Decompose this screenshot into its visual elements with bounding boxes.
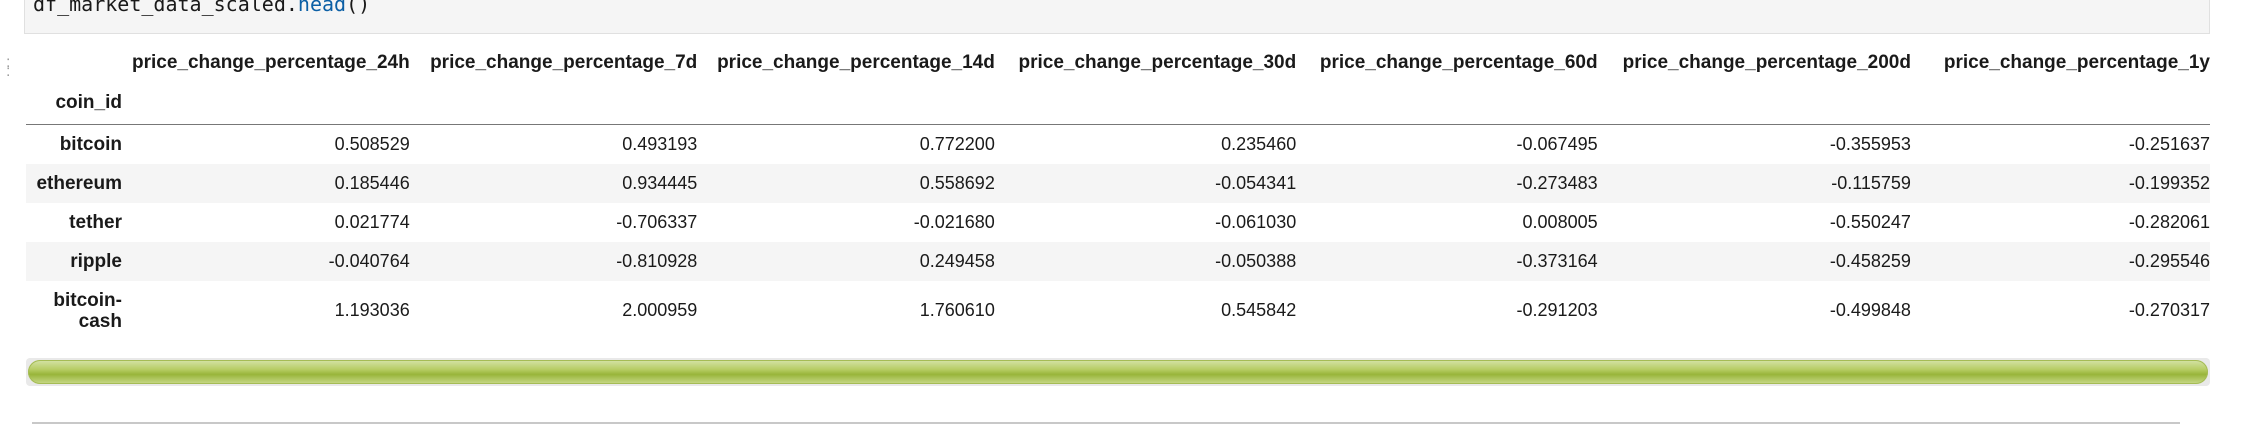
row-index: bitcoin [59, 133, 122, 155]
table-cell: -0.550247 [1829, 211, 1911, 232]
table-cell: -0.273483 [1516, 172, 1598, 193]
table-cell: -0.199352 [2128, 172, 2210, 193]
table-cell: -0.021680 [913, 211, 995, 232]
table-row: ethereum 0.185446 0.934445 0.558692 -0.05434… [26, 163, 2210, 203]
index-name: coin_id [55, 92, 122, 113]
column-header: price_change_percentage_14d [717, 52, 995, 73]
table-body: bitcoin 0.508529 0.493193 0.772200 0.235460 -… [26, 125, 2210, 341]
code-line: df_market_data_scaled.head() [33, 0, 370, 16]
table-cell: 0.235460 [1221, 133, 1297, 154]
table-cell: -0.270317 [2128, 300, 2210, 320]
cell-divider [32, 422, 2180, 424]
table-cell: 0.545842 [1221, 300, 1297, 320]
table-cell: -0.373164 [1516, 250, 1598, 271]
table-cell: 2.000959 [622, 300, 698, 320]
table-header: price_change_percentage_24h price_change_… [26, 44, 2210, 125]
row-index: bitcoin-cash [53, 289, 122, 332]
table-cell: -0.067495 [1516, 133, 1598, 154]
scrollbar-thumb[interactable] [28, 360, 2208, 384]
column-header: price_change_percentage_7d [430, 52, 698, 73]
column-header: price_change_percentage_60d [1319, 52, 1598, 73]
code-object: df_market_data_scaled. [33, 0, 298, 16]
table-cell: -0.251637 [2128, 133, 2210, 154]
table-cell: -0.061030 [1215, 211, 1297, 232]
output-area: price_change_percentage_24h price_change_… [26, 44, 2210, 344]
table-cell: 1.193036 [334, 300, 410, 320]
table-cell: 0.021774 [334, 211, 410, 232]
row-index: ripple [70, 250, 122, 272]
table-cell: -0.706337 [616, 211, 698, 232]
table-cell: -0.499848 [1829, 300, 1911, 320]
table-cell: -0.115759 [1831, 172, 1911, 193]
code-call-parens: () [346, 0, 371, 16]
table-cell: 0.508529 [334, 133, 410, 154]
table-cell: -0.810928 [616, 250, 698, 271]
table-cell: -0.291203 [1516, 300, 1598, 320]
row-index: tether [69, 211, 122, 233]
table-cell: 0.934445 [622, 172, 698, 193]
column-names-row: price_change_percentage_24h price_change_… [26, 44, 2210, 82]
table-row: bitcoin-cash 1.193036 2.000959 1.760610 0.54… [26, 281, 2210, 341]
code-method: head [297, 0, 347, 16]
table-row: bitcoin 0.508529 0.493193 0.772200 0.235460 -… [26, 125, 2210, 164]
table-cell: -0.458259 [1829, 250, 1911, 271]
table-cell: 0.249458 [919, 250, 995, 271]
output-collapse-handle[interactable]: :: [6, 54, 10, 80]
code-cell[interactable]: df_market_data_scaled.head() [24, 0, 2210, 34]
table-cell: -0.295546 [2128, 250, 2210, 271]
row-index: ethereum [36, 172, 122, 194]
column-header: price_change_percentage_1y [1943, 52, 2210, 73]
table-cell: 1.760610 [919, 300, 995, 320]
column-header: price_change_percentage_24h [131, 52, 410, 73]
table-cell: 0.008005 [1522, 211, 1598, 232]
table-cell: 0.493193 [622, 133, 698, 154]
table-cell: 0.185446 [334, 172, 410, 193]
table-cell: 0.772200 [919, 133, 995, 154]
column-header: price_change_percentage_200d [1622, 52, 1911, 73]
header-corner [26, 44, 122, 82]
table-cell: 0.558692 [919, 172, 995, 193]
table-cell: -0.355953 [1829, 133, 1911, 154]
table-cell: -0.282061 [2128, 211, 2210, 232]
horizontal-scrollbar[interactable] [26, 358, 2210, 386]
table-row: tether 0.021774 -0.706337 -0.021680 -0.06103… [26, 203, 2210, 242]
table-cell: -0.050388 [1215, 250, 1297, 271]
table-row: ripple -0.040764 -0.810928 0.249458 -0.05038… [26, 241, 2210, 281]
table-cell: -0.040764 [328, 250, 410, 271]
column-header: price_change_percentage_30d [1018, 52, 1297, 73]
index-name-row: coin_id [26, 82, 2210, 125]
table-cell: -0.054341 [1215, 172, 1297, 193]
dataframe-table: price_change_percentage_24h price_change_… [26, 44, 2210, 341]
